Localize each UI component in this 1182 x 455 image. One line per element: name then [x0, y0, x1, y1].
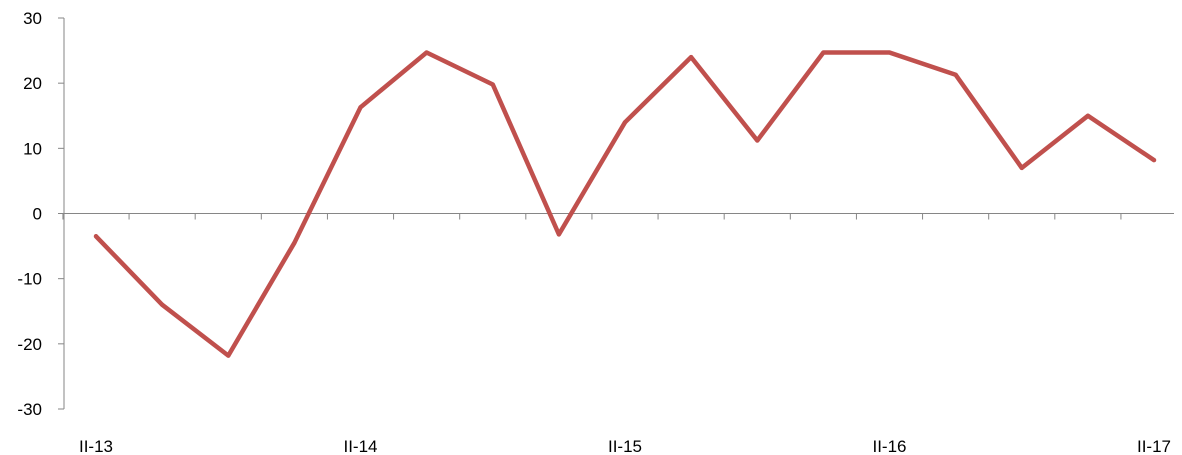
- y-tick-label: 10: [23, 139, 42, 158]
- data-point: [490, 82, 495, 87]
- data-point: [556, 232, 561, 237]
- data-point: [887, 50, 892, 55]
- data-point: [160, 302, 165, 307]
- series-line: [93, 50, 1157, 358]
- data-point: [623, 120, 627, 125]
- data-point: [953, 72, 958, 77]
- data-point: [1152, 158, 1156, 163]
- x-axis: II-13 II-14 II-15 II-16 II-17: [62, 213, 1174, 455]
- data-point: [424, 50, 429, 55]
- data-point: [358, 105, 363, 110]
- data-point: [689, 55, 694, 60]
- y-tick-label: -10: [17, 270, 42, 289]
- y-tick-label: -20: [17, 335, 42, 354]
- x-tick-label: II-16: [872, 437, 906, 455]
- series-lines: [93, 50, 1157, 358]
- y-tick-label: -30: [17, 400, 42, 419]
- data-point: [94, 234, 98, 239]
- x-tick-label: II-17: [1137, 437, 1171, 455]
- data-point: [292, 240, 297, 245]
- y-tick-label: 20: [23, 74, 42, 93]
- data-point: [755, 138, 760, 143]
- data-point: [1085, 113, 1090, 118]
- data-point: [1019, 165, 1024, 170]
- x-tick-label: II-15: [608, 437, 642, 455]
- x-tick-label: II-13: [79, 437, 113, 455]
- y-tick-label: 30: [23, 9, 42, 28]
- x-tick-label: II-14: [343, 437, 377, 455]
- data-point: [226, 353, 231, 358]
- y-tick-label: 0: [33, 205, 42, 224]
- y-axis: 30 20 10 0 -10 -20 -30: [17, 9, 65, 419]
- data-point: [821, 50, 826, 55]
